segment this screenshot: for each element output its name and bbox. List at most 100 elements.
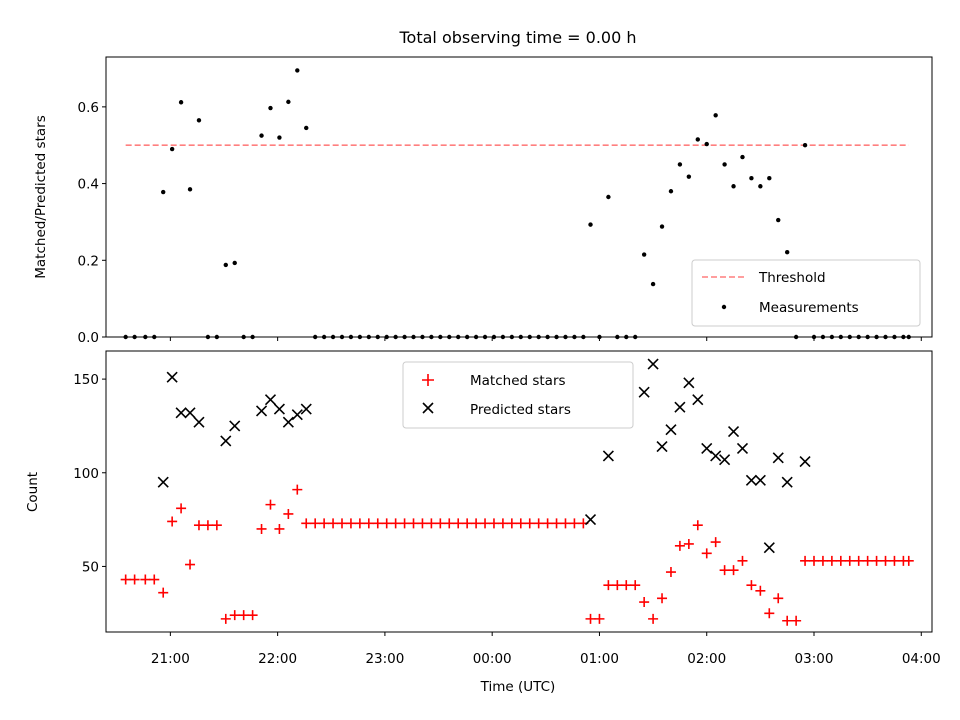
matched-point <box>648 613 659 624</box>
matched-point <box>853 555 864 566</box>
y-tick-label: 50 <box>82 559 99 575</box>
measurement-point <box>677 162 683 167</box>
matched-point <box>129 574 140 585</box>
predicted-point <box>772 452 784 464</box>
legend-measurements-label: Measurements <box>759 300 859 316</box>
top-y-ticks: 0.0 0.2 0.4 0.6 <box>78 100 106 346</box>
y-tick-label: 0.6 <box>78 100 99 116</box>
matched-point <box>594 613 605 624</box>
x-tick-label: 02:00 <box>687 651 726 667</box>
matched-point <box>274 523 285 534</box>
matched-point <box>755 585 766 596</box>
predicted-point <box>781 476 793 488</box>
matched-point <box>871 555 882 566</box>
matched-point <box>515 518 526 529</box>
measurement-point <box>169 146 175 152</box>
x-tick-label: 23:00 <box>365 651 404 667</box>
matched-point <box>621 580 632 591</box>
matched-point <box>247 610 258 621</box>
x-tick-label: 21:00 <box>151 651 190 667</box>
y-tick-label: 150 <box>73 372 99 388</box>
y-tick-label: 0.2 <box>78 253 99 269</box>
measurement-point <box>268 105 273 111</box>
bottom-x-ticks: 21:00 22:00 23:00 00:00 01:00 02:00 03:00 04:00 <box>151 632 941 667</box>
measurement-point <box>802 143 808 148</box>
measurement-point <box>641 252 647 257</box>
legend-threshold-label: Threshold <box>758 270 826 286</box>
matched-point <box>390 518 401 529</box>
top-legend-box <box>691 259 921 327</box>
x-axis-label: Time (UTC) <box>480 679 556 695</box>
matched-point <box>701 548 712 559</box>
matched-point <box>862 555 873 566</box>
measurement-point <box>606 194 611 200</box>
matched-point <box>319 518 330 529</box>
predicted-point <box>754 474 766 486</box>
matched-point <box>773 593 784 604</box>
matched-point <box>791 615 802 626</box>
matched-point <box>435 518 446 529</box>
matched-point <box>462 518 473 529</box>
predicted-point <box>184 407 196 419</box>
measurement-point <box>767 176 772 181</box>
predicted-point <box>647 358 659 370</box>
matched-point <box>560 518 571 529</box>
matched-point <box>417 518 428 529</box>
matched-point <box>471 518 482 529</box>
measurement-point <box>286 99 291 105</box>
matched-point <box>399 518 410 529</box>
bottom-y-ticks: 50 100 150 <box>73 372 106 575</box>
predicted-point <box>692 394 704 406</box>
measurement-point <box>187 187 193 192</box>
measurement-point <box>731 184 736 189</box>
x-tick-label: 01:00 <box>580 651 619 667</box>
matched-point <box>229 610 240 621</box>
predicted-point <box>745 474 757 486</box>
y-tick-label: 100 <box>73 466 99 482</box>
predicted-point <box>166 371 178 383</box>
bottom-panel: 50 100 150 21:00 22:00 23:00 00:00 01:00 02:00 0… <box>25 350 941 695</box>
matched-point <box>202 520 213 531</box>
matched-point <box>354 518 365 529</box>
top-x-ticks <box>169 337 922 341</box>
predicted-point <box>264 394 277 406</box>
matched-point <box>506 518 517 529</box>
matched-point <box>372 518 383 529</box>
measurement-point <box>740 154 745 160</box>
matched-point <box>140 574 151 585</box>
matched-point <box>185 559 196 570</box>
predicted-point <box>727 425 740 438</box>
matched-point <box>585 613 596 624</box>
matched-point <box>782 615 793 626</box>
matched-point <box>337 518 347 529</box>
measurement-point <box>161 189 166 195</box>
bottom-y-label: Count <box>25 472 41 512</box>
legend-predicted-label: Predicted stars <box>470 402 571 418</box>
measurement-point <box>232 260 237 266</box>
matched-point <box>488 518 499 529</box>
top-legend: Threshold Measurements <box>691 259 921 327</box>
matched-point <box>265 499 276 510</box>
legend-matched-label: Matched stars <box>470 373 566 389</box>
top-y-label: Matched/Predicted stars <box>33 115 49 278</box>
x-tick-label: 03:00 <box>795 651 834 667</box>
top-axes-frame <box>105 56 933 338</box>
predicted-point <box>674 401 686 413</box>
matched-point <box>719 565 730 576</box>
predicted-point <box>683 377 695 389</box>
measurement-point <box>704 141 709 147</box>
predicted-point <box>193 416 205 428</box>
matched-point <box>363 518 374 529</box>
measurement-point <box>304 125 309 131</box>
matched-point <box>158 587 169 598</box>
matched-point <box>497 518 508 529</box>
matched-point <box>310 518 321 529</box>
bottom-legend-box <box>402 361 634 429</box>
matched-point <box>835 555 846 566</box>
measurement-point <box>722 162 727 167</box>
matched-point <box>889 555 900 566</box>
measurement-point <box>223 262 228 268</box>
matched-point <box>710 537 721 548</box>
